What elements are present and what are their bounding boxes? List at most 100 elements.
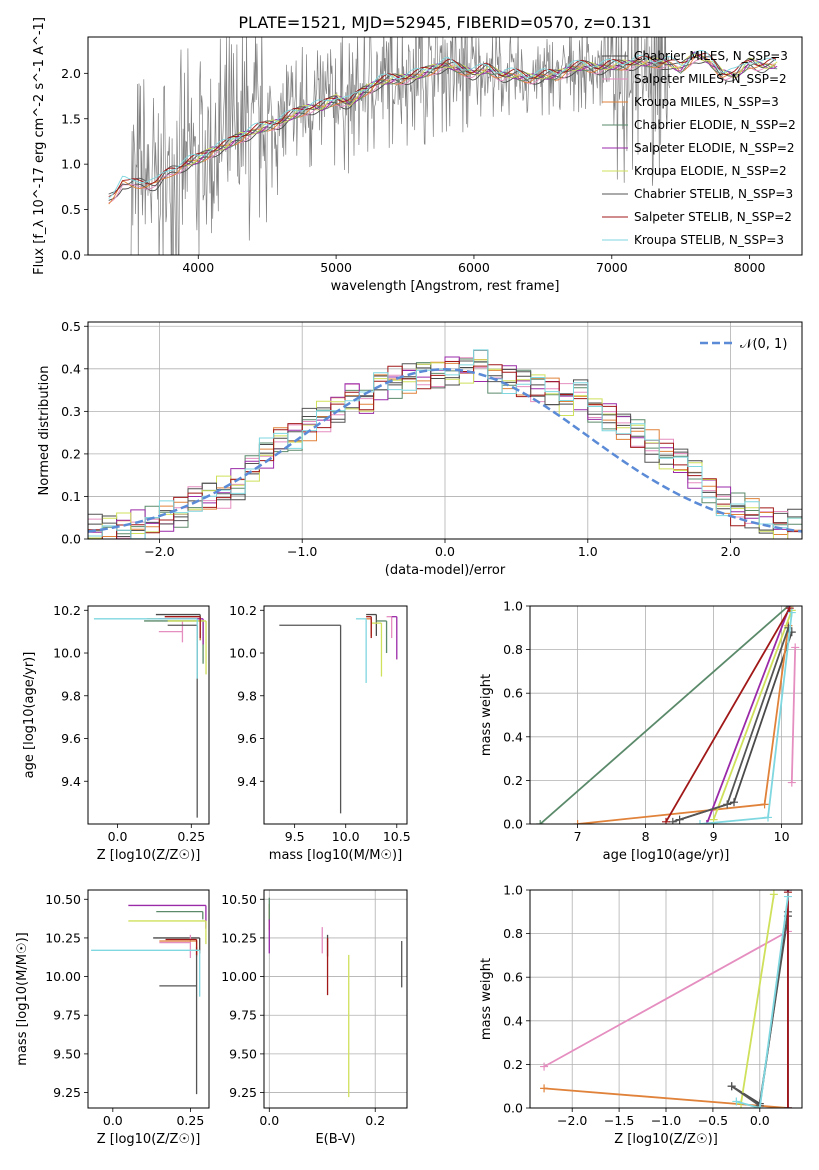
spectrum-legend-label: Salpeter MILES, N_SSP=2 [634, 72, 787, 86]
mass-vs-Z-xlabel: Z [log10(Z/Z☉)] [97, 1132, 201, 1147]
weight-vs-Z-marker [769, 890, 778, 899]
spectrum-xtick-label: 8000 [734, 260, 766, 275]
weight-vs-age-ytick-label: 0.8 [503, 642, 523, 657]
mass-vs-EBV-xlabel: E(B-V) [315, 1132, 355, 1147]
age-vs-mass-xlabel: mass [log10(M/M☉)] [269, 848, 402, 863]
age-vs-Z-ytick-label: 9.6 [61, 731, 81, 746]
spectrum-legend-label: Chabrier STELIB, N_SSP=3 [634, 187, 793, 201]
weight-vs-age-marker [787, 778, 796, 787]
weight-vs-Z-xtick-label: −1.0 [651, 1113, 681, 1128]
spectrum-xtick-label: 5000 [320, 260, 352, 275]
age-vs-mass-xtick-label: 10.5 [383, 829, 411, 844]
weight-vs-age-xtick-label: 8 [642, 829, 650, 844]
mass-vs-EBV-ytick-label: 10.00 [221, 969, 257, 984]
residual-legend: 𝒩(0, 1) [700, 337, 787, 352]
weight-vs-Z-marker [732, 1097, 741, 1106]
residuals-ylabel: Normed distribution [37, 366, 52, 496]
weight-vs-Z-marker [540, 1084, 549, 1093]
mass-vs-Z-ylabel: mass [log10(M/M☉)] [15, 932, 30, 1065]
spectrum-frame [87, 36, 803, 256]
age-vs-Z-ytick-label: 10.0 [53, 646, 81, 661]
weight-vs-Z-xlabel: Z [log10(Z/Z☉)] [614, 1132, 718, 1147]
residuals-xtick-label: −2.0 [144, 544, 174, 559]
residuals-frame [87, 321, 803, 540]
spectrum-ytick-label: 0.5 [61, 202, 81, 217]
residual-legend-label: 𝒩(0, 1) [740, 337, 787, 352]
weight-vs-age-marker [536, 820, 545, 824]
weight-vs-age-marker [702, 820, 711, 824]
spectrum-model-line-6 [108, 56, 777, 195]
weight-vs-Z-series-line [740, 894, 775, 1104]
mass-vs-Z-ytick-label: 10.00 [45, 969, 81, 984]
weight-vs-age-marker [730, 798, 738, 807]
weight-vs-Z-xtick-label: −0.5 [698, 1113, 728, 1128]
mass-vs-EBV-ytick-label: 9.75 [229, 1008, 257, 1023]
residuals-ytick-label: 0.3 [61, 404, 81, 419]
mass-vs-Z-ytick-label: 9.75 [53, 1008, 81, 1023]
residuals-ytick-label: 0.5 [61, 319, 81, 334]
weight-vs-age-series-line [790, 647, 797, 783]
normal-curve [88, 368, 802, 533]
spectrum-xlabel: wavelength [Angstrom, rest frame] [331, 279, 560, 294]
weight-vs-age-plot-area [536, 606, 800, 824]
weight-vs-Z-series-line [543, 930, 789, 1068]
spectrum-ytick-label: 0.0 [61, 248, 81, 263]
spectrum-xtick-label: 6000 [458, 260, 490, 275]
weight-vs-age-marker [668, 817, 677, 824]
weight-vs-age-marker [723, 800, 732, 809]
spectrum-legend-label: Kroupa STELIB, N_SSP=3 [634, 233, 784, 247]
spectrum-model-line-7 [108, 52, 776, 197]
weight-vs-age-ytick-label: 0.4 [503, 729, 523, 744]
weight-vs-age-ytick-label: 0.2 [503, 773, 523, 788]
age-vs-mass-ytick-label: 9.4 [237, 774, 257, 789]
spectrum-legend-label: Kroupa MILES, N_SSP=3 [634, 95, 779, 109]
residual-histogram-6 [88, 360, 802, 539]
age-vs-mass-ytick-label: 9.6 [237, 731, 257, 746]
weight-vs-Z-xtick-label: 0.0 [750, 1113, 770, 1128]
plots-group: 4000 5000 6000 7000 8000 0.0 0.5 1.0 1.5 2.0 wavel… [15, 17, 803, 1147]
weight-vs-Z-ytick-label: 0.0 [503, 1101, 523, 1116]
residuals-xtick-label: −1.0 [287, 544, 317, 559]
spectrum-legend-label: Kroupa ELODIE, N_SSP=2 [634, 164, 787, 178]
residuals-xtick-label: 1.0 [578, 544, 598, 559]
age-vs-Z-xtick-label: 0.25 [177, 829, 205, 844]
age-vs-Z-ylabel: age [log10(age/yr)] [22, 652, 37, 779]
age-vs-mass-ytick-label: 10.2 [229, 603, 257, 618]
residuals-ytick-label: 0.0 [61, 532, 81, 547]
mass-vs-Z-ytick-label: 9.50 [53, 1046, 81, 1061]
age-vs-mass-xtick-label: 9.5 [285, 829, 305, 844]
mass-vs-EBV-ytick-label: 9.50 [229, 1046, 257, 1061]
mass-vs-Z-frame [87, 889, 210, 1109]
age-vs-Z-xlabel: Z [log10(Z/Z☉)] [97, 848, 201, 863]
weight-vs-age-series-line [712, 610, 793, 820]
age-vs-Z-axes: 0.0 0.25 9.4 9.6 9.8 10.0 10.2 Z [log10(Z/Z☉)] a… [22, 603, 205, 863]
weight-vs-age-series-line [665, 607, 791, 823]
spectrum-model-line-8 [108, 50, 777, 199]
weight-vs-Z-ytick-label: 1.0 [503, 883, 523, 898]
spectrum-xtick-label: 4000 [182, 260, 214, 275]
residuals-xlabel: (data-model)/error [385, 563, 506, 578]
residuals-plot-area [88, 349, 802, 539]
age-vs-Z-ytick-label: 9.4 [61, 774, 81, 789]
weight-vs-age-series-line [705, 606, 791, 824]
residuals-ytick-label: 0.4 [61, 361, 81, 376]
residual-histogram-8 [88, 349, 802, 539]
mass-vs-EBV-xtick-label: 0.2 [365, 1113, 385, 1128]
weight-vs-Z-axes: −2.0 −1.5 −1.0 −0.5 0.0 0.0 0.2 0.4 0.6 0.8 1.0 Z [… [479, 883, 802, 1147]
age-vs-mass-frame [263, 605, 408, 825]
weight-vs-Z-marker [755, 1104, 764, 1108]
weight-vs-age-xtick-label: 7 [574, 829, 582, 844]
mass-vs-Z-xtick-label: 0.0 [103, 1113, 123, 1128]
residuals-xtick-label: 2.0 [721, 544, 741, 559]
mass-vs-EBV-ytick-label: 10.50 [221, 892, 257, 907]
age-vs-Z-frame [87, 605, 210, 825]
weight-vs-age-xtick-label: 10 [774, 829, 790, 844]
spectrum-xtick-label: 7000 [596, 260, 628, 275]
age-vs-mass-ytick-label: 9.8 [237, 688, 257, 703]
weight-vs-Z-xtick-label: −2.0 [557, 1113, 587, 1128]
weight-vs-Z-marker [783, 892, 792, 901]
weight-vs-age-ytick-label: 1.0 [503, 599, 523, 614]
spectrum-ytick-label: 1.0 [61, 157, 81, 172]
spectrum-ytick-label: 1.5 [61, 111, 81, 126]
